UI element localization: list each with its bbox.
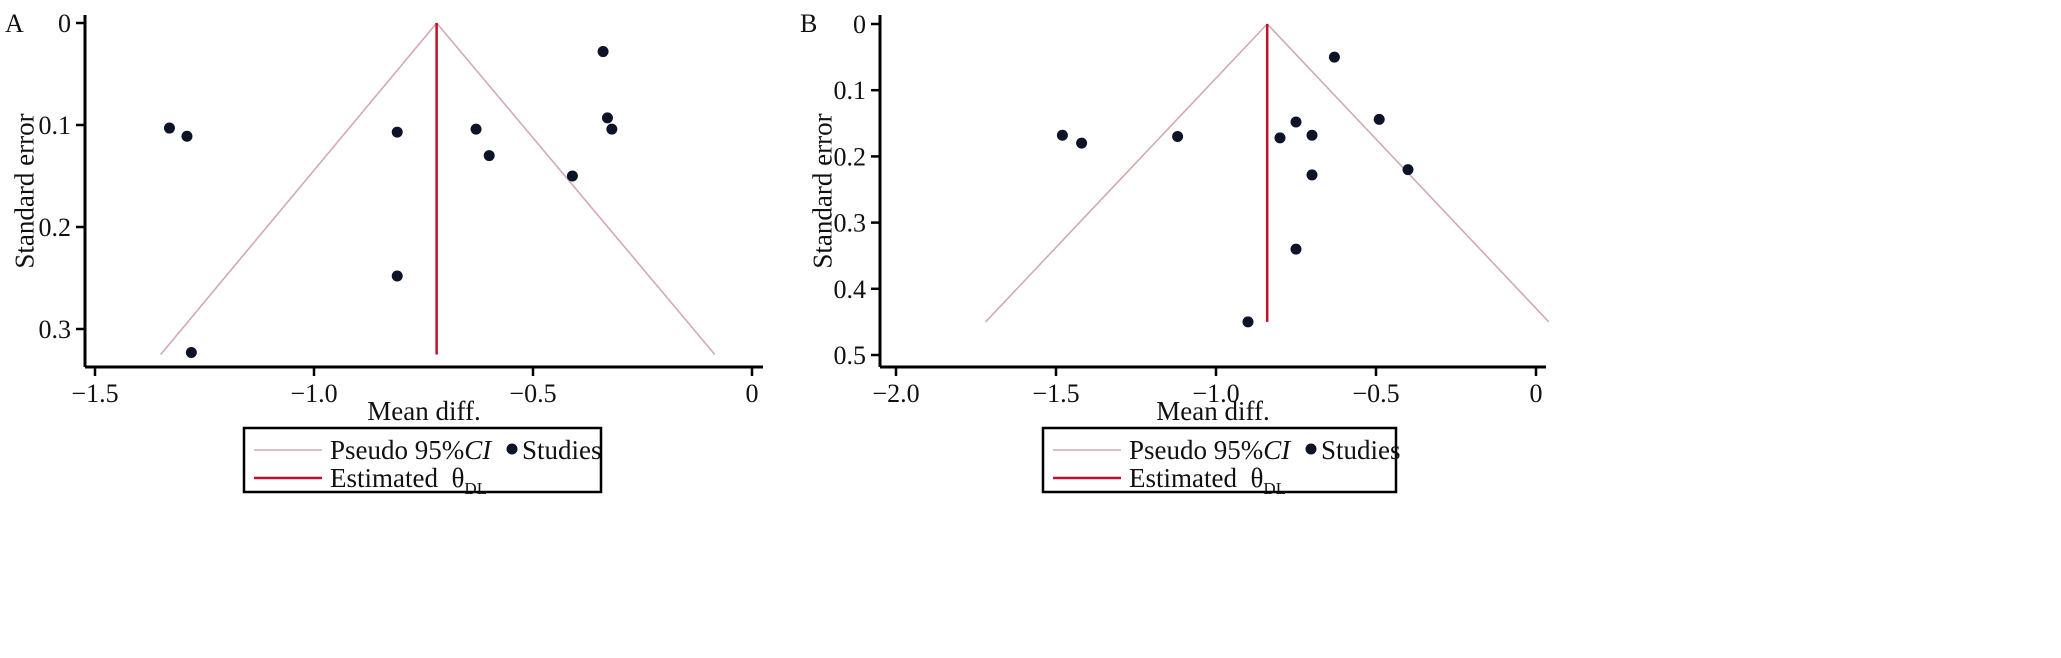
y-tick-label: 0.5 <box>834 341 867 370</box>
y-tick-label: 0.1 <box>39 111 72 140</box>
legend-ci-italic-text: CI <box>1263 435 1292 465</box>
legend-pseudo-ci-label: Pseudo 95%CI <box>1129 435 1292 465</box>
study-point <box>391 270 403 282</box>
study-point <box>185 346 197 358</box>
y-tick-label: 0.2 <box>39 213 72 242</box>
legend-box <box>1041 426 1398 494</box>
x-axis-title: Mean diff. <box>1156 396 1269 426</box>
study-point <box>1056 129 1068 141</box>
study-point <box>566 170 578 182</box>
legend-studies-marker <box>1305 443 1317 455</box>
legend: Pseudo 95%CI Studies Estimated θDL <box>1041 426 1401 498</box>
study-point <box>483 150 495 162</box>
x-tick-label: −0.5 <box>509 379 556 408</box>
pseudo-ci-left-line <box>985 23 1268 323</box>
study-point <box>1290 243 1302 255</box>
study-point <box>470 123 482 135</box>
legend-studies-marker <box>506 443 518 455</box>
y-tick-label: 0.4 <box>834 275 867 304</box>
study-point <box>1328 51 1340 63</box>
y-tick-label: 0 <box>58 9 71 38</box>
x-tick-label: −1.0 <box>290 379 337 408</box>
study-point <box>181 130 193 142</box>
y-tick-label: 0 <box>853 10 866 39</box>
panel-label: B <box>800 9 817 38</box>
legend-ci-italic-text: CI <box>464 435 493 465</box>
legend-pseudo-ci-text: Pseudo 95% <box>1129 435 1263 465</box>
study-point <box>1076 137 1088 149</box>
x-axis-title: Mean diff. <box>367 396 480 426</box>
x-tick-label: −1.5 <box>71 379 118 408</box>
pseudo-ci-right-line <box>436 22 716 356</box>
y-axis-title: Standard error <box>807 113 837 268</box>
legend: Pseudo 95%CI Studies Estimated θDL <box>242 426 603 498</box>
pseudo-ci-left-line <box>160 22 438 356</box>
legend-box <box>242 426 603 494</box>
study-point <box>1242 316 1254 328</box>
legend-studies-label: Studies <box>1321 435 1401 465</box>
panel-label: A <box>5 9 24 38</box>
funnel-plot-panel-a: A 0 0.1 0.2 0.3 −1.5 −1.0 −0.5 0 Mean diff. Standa… <box>5 9 763 498</box>
study-point <box>1306 129 1318 141</box>
y-tick-label: 0.1 <box>834 76 867 105</box>
legend-estimate-label: Estimated θDL <box>330 463 487 498</box>
x-tick-label: 0 <box>746 379 759 408</box>
x-tick-label: −1.5 <box>1032 379 1079 408</box>
y-tick-label: 0.2 <box>834 142 867 171</box>
funnel-plot-panel-b: B 0 0.1 0.2 0.3 0.4 0.5−2.0 −1.5 −1.0 −0.5 0 Mean d… <box>800 9 1550 498</box>
study-point <box>1274 132 1286 144</box>
x-tick-label: 0 <box>1530 379 1543 408</box>
x-tick-label: −1.0 <box>1192 379 1239 408</box>
study-point <box>391 126 403 138</box>
study-point <box>1402 164 1414 176</box>
legend-theta-subscript: DL <box>1263 479 1286 498</box>
y-tick-label: 0.3 <box>834 209 867 238</box>
study-point <box>606 123 618 135</box>
x-tick-label: −0.5 <box>1352 379 1399 408</box>
study-point <box>1373 113 1385 125</box>
legend-studies-label: Studies <box>522 435 602 465</box>
study-point <box>1306 169 1318 181</box>
legend-estimate-text: Estimated θ <box>330 463 464 493</box>
legend-theta-subscript: DL <box>464 479 487 498</box>
legend-estimate-text: Estimated θ <box>1129 463 1263 493</box>
study-point <box>163 122 175 134</box>
study-point <box>1290 116 1302 128</box>
legend-pseudo-ci-text: Pseudo 95% <box>330 435 464 465</box>
study-point <box>601 112 613 124</box>
study-point <box>597 46 609 58</box>
legend-pseudo-ci-label: Pseudo 95%CI <box>330 435 493 465</box>
x-tick-label: −2.0 <box>872 379 919 408</box>
legend-estimate-label: Estimated θDL <box>1129 463 1286 498</box>
y-tick-label: 0.3 <box>39 315 72 344</box>
study-point <box>1172 131 1184 143</box>
y-axis-title: Standard error <box>9 113 39 268</box>
